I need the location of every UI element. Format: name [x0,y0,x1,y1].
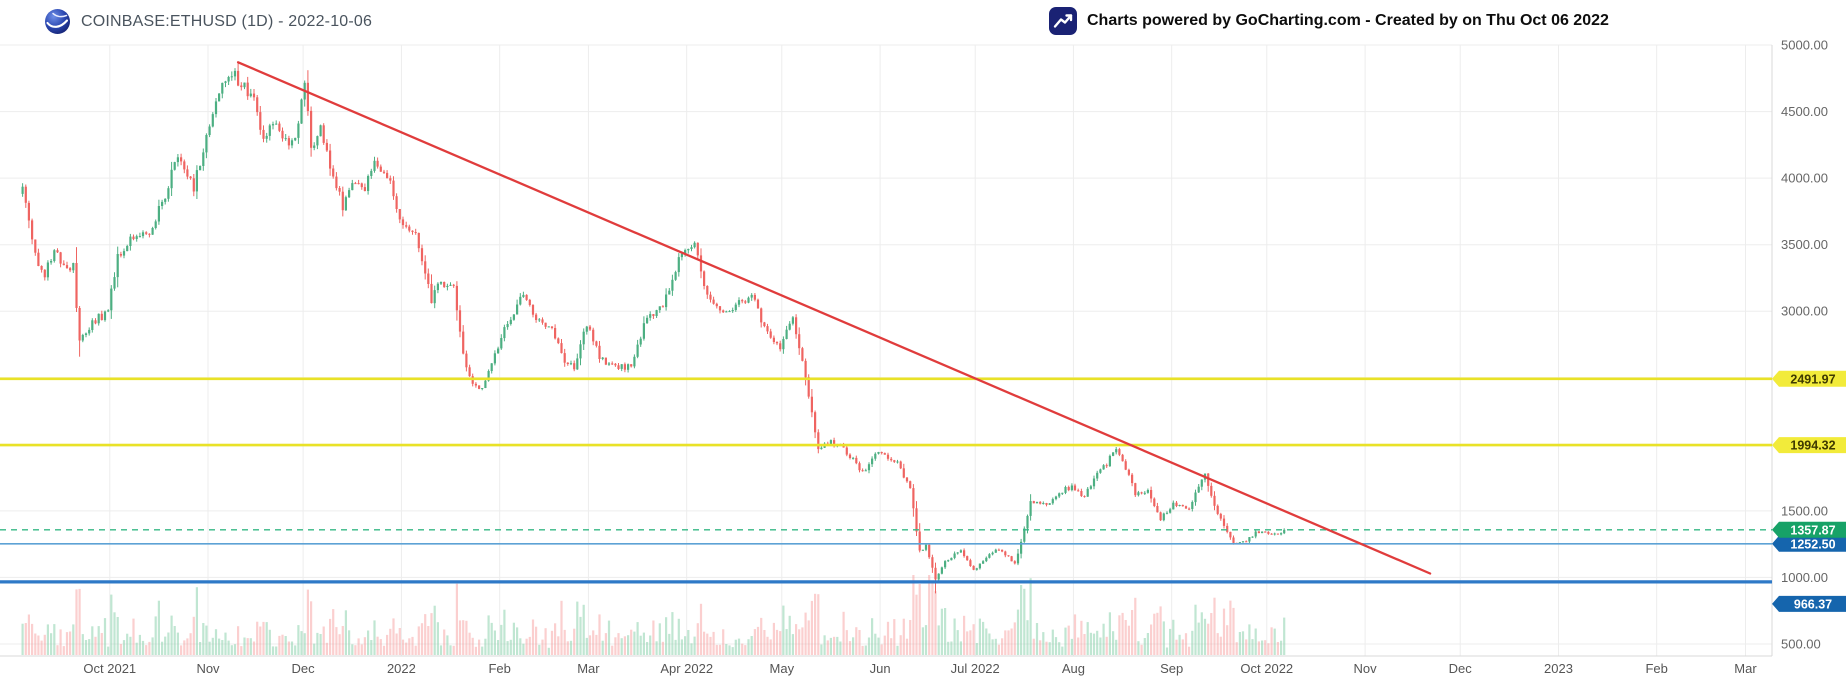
x-axis-label: Jun [870,661,891,676]
x-axis-label: 2023 [1544,661,1573,676]
x-axis-label: May [770,661,795,676]
price-axis-badge-label: 1252.50 [1790,537,1835,551]
price-axis-badge[interactable] [1772,437,1846,454]
x-axis-label: Feb [1645,661,1667,676]
y-axis-label: 3000.00 [1781,304,1828,319]
symbol-title: COINBASE:ETHUSD (1D) - 2022-10-06 [81,12,373,30]
price-axis-badge-label: 1994.32 [1790,439,1835,453]
x-axis-label: Mar [1734,661,1757,676]
price-axis-badge-label: 2491.97 [1790,372,1835,386]
powered-by-bar: Charts powered by GoCharting.com - Creat… [1048,6,1609,36]
x-axis-label: Dec [1449,661,1473,676]
gocharting-brand: GoCharting.com [1235,12,1361,29]
header-left: COINBASE:ETHUSD (1D) - 2022-10-06 [44,8,372,35]
price-axis-badge[interactable] [1772,595,1846,612]
y-axis-label: 1000.00 [1781,570,1828,585]
x-axis-label: 2022 [387,661,416,676]
header: COINBASE:ETHUSD (1D) - 2022-10-06 Charts… [0,0,1848,42]
powered-by-text: Charts powered by GoCharting.com - Creat… [1087,12,1609,30]
grid-layer [0,44,1773,657]
x-axis-label: Nov [196,661,220,676]
price-axis-badge-label: 1357.87 [1790,523,1835,537]
y-axis-label: 4000.00 [1781,171,1828,186]
candles-layer[interactable] [21,62,1286,594]
powered-prefix: Charts powered by [1087,12,1236,29]
x-axis-label: Dec [292,661,316,676]
y-axis-label: 1500.00 [1781,503,1828,518]
y-axis-label: 5000.00 [1781,38,1828,53]
x-axis-label: Mar [577,661,600,676]
trendline[interactable] [236,61,1432,575]
axes-layer[interactable]: 5000.00 4500.00 4000.00 3500.00 3000.00 1500.… [83,38,1846,677]
x-axis-label: Oct 2022 [1240,661,1293,676]
price-axis-badge-label: 966.37 [1794,597,1832,611]
volume-layer [21,575,1286,655]
price-axis-badge[interactable] [1772,535,1846,552]
price-axis-badge[interactable] [1772,521,1846,538]
x-axis-label: Feb [488,661,510,676]
price-lines-layer[interactable] [0,61,1772,584]
y-axis-label: 3500.00 [1781,237,1828,252]
x-axis-label: Oct 2021 [83,661,136,676]
y-axis-label: 4500.00 [1781,104,1828,119]
x-axis-label: Apr 2022 [660,661,713,676]
x-axis-label: Aug [1062,661,1085,676]
x-axis-label: Jul 2022 [951,661,1000,676]
powered-suffix: - Created by on Thu Oct 06 2022 [1360,12,1609,29]
x-axis-label: Sep [1160,661,1183,676]
price-axis-badge[interactable] [1772,370,1846,387]
y-axis-label: 500.00 [1781,637,1821,652]
trend-up-icon [1048,6,1078,36]
x-axis-label: Nov [1354,661,1378,676]
gocharting-logo[interactable] [44,8,71,35]
